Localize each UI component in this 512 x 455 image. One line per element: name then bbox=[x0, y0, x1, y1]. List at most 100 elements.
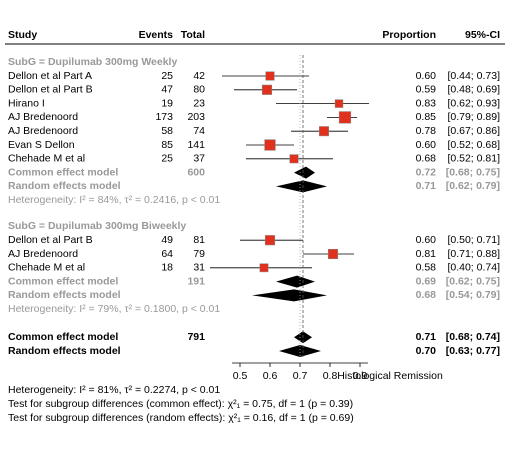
subgroup-test: Test for subgroup differences (common ef… bbox=[8, 398, 353, 410]
proportion: 0.60 bbox=[416, 139, 437, 151]
events: 49 bbox=[161, 234, 173, 246]
events: 19 bbox=[161, 97, 173, 109]
summary-diamond bbox=[294, 166, 315, 179]
summary-label: Random effects model bbox=[8, 345, 121, 357]
confidence-interval: [0.63; 0.77] bbox=[446, 345, 500, 357]
proportion: 0.72 bbox=[416, 166, 437, 178]
summary-label: Random effects model bbox=[8, 180, 121, 192]
x-tick-label: 0.5 bbox=[233, 370, 248, 382]
confidence-interval: [0.79; 0.89] bbox=[447, 111, 500, 123]
summary-label: Common effect model bbox=[8, 331, 118, 343]
summary-diamond bbox=[276, 180, 327, 193]
proportion: 0.68 bbox=[416, 153, 437, 165]
total: 37 bbox=[193, 153, 205, 165]
column-header: Proportion bbox=[382, 29, 436, 41]
study-name: AJ Bredenoord bbox=[8, 125, 78, 137]
column-header: Total bbox=[181, 29, 205, 41]
total: 79 bbox=[193, 248, 205, 260]
proportion: 0.60 bbox=[416, 70, 437, 82]
subgroup-test: Test for subgroup differences (random ef… bbox=[8, 412, 354, 424]
total: 203 bbox=[187, 111, 205, 123]
events: 25 bbox=[161, 153, 173, 165]
confidence-interval: [0.67; 0.86] bbox=[447, 125, 500, 137]
confidence-interval: [0.54; 0.79] bbox=[446, 289, 500, 301]
proportion: 0.70 bbox=[416, 345, 437, 357]
events: 47 bbox=[161, 84, 173, 96]
confidence-interval: [0.68; 0.74] bbox=[446, 331, 500, 343]
confidence-interval: [0.44; 0.73] bbox=[447, 70, 500, 82]
study-name: Chehade M et al bbox=[8, 153, 85, 165]
study-square bbox=[327, 248, 339, 260]
summary-label: Common effect model bbox=[8, 275, 118, 287]
proportion: 0.85 bbox=[416, 111, 437, 123]
study-square bbox=[265, 71, 275, 81]
study-square bbox=[319, 126, 329, 137]
study-square bbox=[261, 84, 273, 95]
events: 173 bbox=[155, 111, 173, 123]
summary-label: Common effect model bbox=[8, 166, 118, 178]
subgroup-title: SubG = Dupilumab 300mg Weekly bbox=[8, 56, 177, 68]
column-header: Study bbox=[8, 29, 37, 41]
proportion: 0.71 bbox=[416, 180, 437, 192]
heterogeneity: Heterogeneity: I² = 79%, τ² = 0.1800, p … bbox=[8, 303, 220, 315]
events: 85 bbox=[161, 139, 173, 151]
confidence-interval: [0.52; 0.68] bbox=[447, 139, 500, 151]
study-square bbox=[334, 99, 344, 108]
confidence-interval: [0.68; 0.75] bbox=[446, 166, 500, 178]
study-square bbox=[259, 263, 269, 273]
events: 18 bbox=[161, 262, 173, 274]
summary-label: Random effects model bbox=[8, 289, 121, 301]
total: 141 bbox=[187, 139, 205, 151]
summary-diamond bbox=[279, 345, 321, 357]
study-name: AJ Bredenoord bbox=[8, 248, 78, 260]
study-name: Dellon et al Part B bbox=[8, 234, 93, 246]
total: 80 bbox=[193, 84, 205, 96]
study-name: AJ Bredenoord bbox=[8, 111, 78, 123]
study-name: Dellon et al Part B bbox=[8, 84, 93, 96]
confidence-interval: [0.48; 0.69] bbox=[447, 84, 500, 96]
summary-diamond bbox=[276, 275, 315, 288]
heterogeneity: Heterogeneity: I² = 81%, τ² = 0.2274, p … bbox=[8, 384, 220, 396]
confidence-interval: [0.40; 0.74] bbox=[447, 262, 500, 274]
total: 31 bbox=[193, 262, 205, 274]
total: 74 bbox=[193, 125, 205, 137]
proportion: 0.68 bbox=[416, 289, 437, 301]
confidence-interval: [0.62; 0.75] bbox=[446, 275, 500, 287]
proportion: 0.83 bbox=[416, 97, 437, 109]
events: 64 bbox=[161, 248, 173, 260]
proportion: 0.60 bbox=[416, 234, 437, 246]
proportion: 0.69 bbox=[416, 275, 437, 287]
proportion: 0.81 bbox=[416, 248, 437, 260]
confidence-interval: [0.52; 0.81] bbox=[447, 153, 500, 165]
summary-total: 191 bbox=[187, 275, 205, 287]
x-tick-label: 0.8 bbox=[323, 370, 338, 382]
study-square bbox=[264, 235, 276, 246]
confidence-interval: [0.62; 0.93] bbox=[447, 97, 500, 109]
proportion: 0.58 bbox=[416, 262, 437, 274]
x-tick-label: 0.6 bbox=[263, 370, 278, 382]
study-square bbox=[338, 111, 352, 124]
x-tick-label: 0.9 bbox=[353, 370, 368, 382]
events: 25 bbox=[161, 70, 173, 82]
study-square bbox=[264, 139, 276, 151]
confidence-interval: [0.71; 0.88] bbox=[447, 248, 500, 260]
total: 23 bbox=[193, 97, 205, 109]
study-square bbox=[289, 154, 299, 164]
proportion: 0.78 bbox=[416, 125, 437, 137]
summary-total: 600 bbox=[187, 166, 205, 178]
total: 81 bbox=[193, 234, 205, 246]
study-name: Hirano I bbox=[8, 97, 45, 109]
x-tick-label: 0.7 bbox=[293, 370, 308, 382]
proportion: 0.71 bbox=[416, 331, 437, 343]
confidence-interval: [0.50; 0.71] bbox=[447, 234, 500, 246]
summary-total: 791 bbox=[187, 331, 205, 343]
heterogeneity: Heterogeneity: I² = 84%, τ² = 0.2416, p … bbox=[8, 194, 220, 206]
study-name: Evan S Dellon bbox=[8, 139, 75, 151]
x-axis-label: Histological Remission bbox=[337, 370, 443, 382]
total: 42 bbox=[193, 70, 205, 82]
column-header: 95%-CI bbox=[465, 29, 500, 41]
subgroup-title: SubG = Dupilumab 300mg Biweekly bbox=[8, 220, 186, 232]
column-header: Events bbox=[139, 29, 174, 41]
events: 58 bbox=[161, 125, 173, 137]
